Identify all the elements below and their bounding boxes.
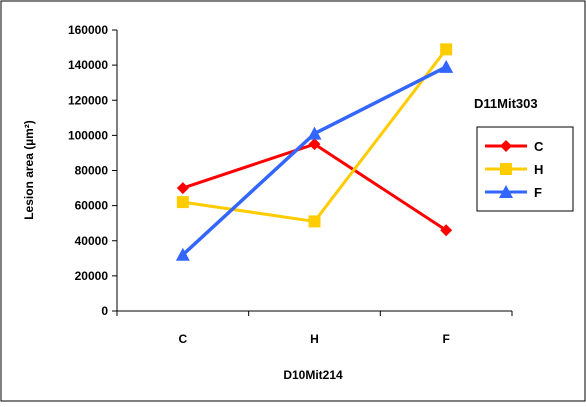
legend-marker-h xyxy=(500,163,512,175)
x-axis-label: D10Mit214 xyxy=(283,368,343,382)
y-tick-label: 20000 xyxy=(75,269,109,283)
x-tick-label: F xyxy=(442,332,449,346)
legend-label-c: C xyxy=(534,139,544,154)
data-point-f xyxy=(307,126,322,140)
y-tick-label: 160000 xyxy=(68,23,108,37)
y-tick-label: 60000 xyxy=(75,199,109,213)
axes: 0 20000 40000 60000 80000 100000 120000 140000 1… xyxy=(68,23,513,346)
y-tick-label: 140000 xyxy=(68,58,108,72)
data-point-c xyxy=(308,138,321,151)
data-point-h xyxy=(308,215,321,228)
y-tick-label: 80000 xyxy=(75,164,109,178)
data-point-h xyxy=(176,196,189,209)
legend-marker-c xyxy=(500,140,512,152)
y-tick-label: 120000 xyxy=(68,93,108,107)
legend-marker-f xyxy=(499,185,513,198)
y-tick-label: 0 xyxy=(101,304,108,318)
data-point-f xyxy=(439,59,454,73)
data-point-f xyxy=(175,247,190,261)
x-tick-label: C xyxy=(178,332,187,346)
data-point-c xyxy=(176,182,189,195)
legend: CHF xyxy=(476,126,574,212)
x-tick-label: H xyxy=(310,332,319,346)
legend-title: D11Mit303 xyxy=(474,96,538,111)
y-tick-label: 100000 xyxy=(68,128,108,142)
legend-label-h: H xyxy=(534,162,543,177)
y-tick-label: 40000 xyxy=(75,234,109,248)
data-point-h xyxy=(440,43,453,56)
legend-label-f: F xyxy=(534,185,542,200)
data-point-c xyxy=(440,224,453,237)
y-axis-label: Lesion area (µm²) xyxy=(22,120,36,220)
series-layer xyxy=(175,43,454,261)
